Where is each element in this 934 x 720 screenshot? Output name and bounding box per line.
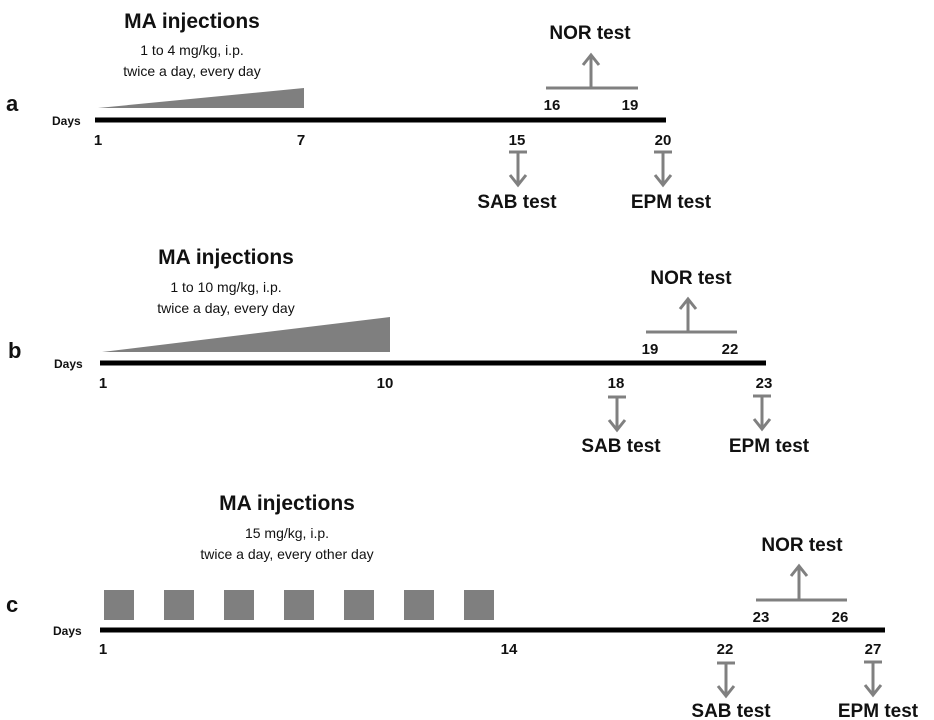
panel-c-injection-block: [164, 590, 194, 620]
panel-b-nor-end-day: 22: [722, 341, 739, 358]
panel-b: MA injections 1 to 10 mg/kg, i.p. twice …: [8, 246, 810, 457]
panel-a-epm-day: 20: [655, 132, 672, 149]
panel-b-injection-dose: 1 to 10 mg/kg, i.p.: [170, 279, 281, 295]
panel-b-sab-day: 18: [608, 375, 625, 392]
panel-c-injection-schedule: twice a day, every other day: [200, 546, 373, 562]
panel-c-epm-label: EPM test: [838, 701, 919, 720]
panel-c-sab-down-arrow: [716, 661, 736, 699]
panel-a-injection-schedule: twice a day, every day: [123, 63, 260, 79]
panel-c-nor-up-arrow: [756, 563, 847, 602]
panel-c-epm-day: 27: [865, 641, 882, 658]
panel-b-day-injection-end: 10: [377, 375, 394, 392]
panel-c-days-label: Days: [53, 624, 82, 638]
panel-c-sab-day: 22: [717, 641, 734, 658]
panel-c-injection-block: [464, 590, 494, 620]
panel-c-epm-down-arrow: [863, 660, 883, 698]
panel-b-epm-label: EPM test: [729, 436, 810, 457]
panel-c: MA injections 15 mg/kg, i.p. twice a day…: [6, 492, 919, 720]
panel-c-injection-title: MA injections: [219, 492, 355, 515]
panel-a-epm-down-arrow: [653, 150, 673, 188]
panel-a-label: a: [6, 91, 19, 116]
panel-a-nor-start-day: 16: [544, 97, 561, 114]
panel-c-injection-block: [344, 590, 374, 620]
panel-a-injection-dose: 1 to 4 mg/kg, i.p.: [140, 42, 244, 58]
panel-b-nor-title: NOR test: [650, 268, 732, 289]
panel-b-day-start: 1: [99, 375, 107, 392]
panel-c-nor-start-day: 23: [753, 609, 770, 626]
panel-c-injection-blocks: [104, 590, 494, 620]
panel-a-day-start: 1: [94, 132, 102, 149]
panel-c-day-start: 1: [99, 641, 107, 658]
panel-c-injection-dose: 15 mg/kg, i.p.: [245, 525, 329, 541]
panel-c-nor-end-day: 26: [832, 609, 849, 626]
panel-b-label: b: [8, 338, 21, 363]
panel-b-days-label: Days: [54, 357, 83, 371]
panel-a-escalating-dose-wedge: [98, 88, 304, 108]
panel-c-injection-block: [404, 590, 434, 620]
panel-a-day-injection-end: 7: [297, 132, 305, 149]
panel-c-injection-block: [104, 590, 134, 620]
panel-b-sab-down-arrow: [607, 395, 627, 433]
panel-a-epm-label: EPM test: [631, 192, 712, 213]
panel-b-epm-down-arrow: [752, 394, 772, 432]
panel-a-injection-title: MA injections: [124, 10, 260, 33]
panel-b-injection-title: MA injections: [158, 246, 294, 269]
panel-a-days-label: Days: [52, 114, 81, 128]
panel-b-epm-day: 23: [756, 375, 773, 392]
panel-b-escalating-dose-wedge: [102, 317, 390, 352]
panel-b-nor-up-arrow: [646, 296, 737, 334]
panel-b-sab-label: SAB test: [581, 436, 661, 457]
panel-c-injection-block: [224, 590, 254, 620]
panel-b-injection-schedule: twice a day, every day: [157, 300, 294, 316]
panel-c-day-injection-end: 14: [501, 641, 518, 658]
panel-a-sab-day: 15: [509, 132, 526, 149]
panel-a-sab-label: SAB test: [477, 192, 557, 213]
panel-b-nor-start-day: 19: [642, 341, 659, 358]
panel-c-sab-label: SAB test: [691, 701, 771, 720]
panel-c-label: c: [6, 592, 18, 617]
panel-a: MA injections 1 to 4 mg/kg, i.p. twice a…: [6, 10, 712, 213]
panel-c-nor-title: NOR test: [761, 535, 843, 556]
panel-a-nor-end-day: 19: [622, 97, 639, 114]
panel-a-nor-up-arrow: [546, 52, 638, 90]
panel-a-sab-down-arrow: [508, 150, 528, 188]
panel-a-nor-title: NOR test: [549, 23, 631, 44]
panel-c-injection-block: [284, 590, 314, 620]
